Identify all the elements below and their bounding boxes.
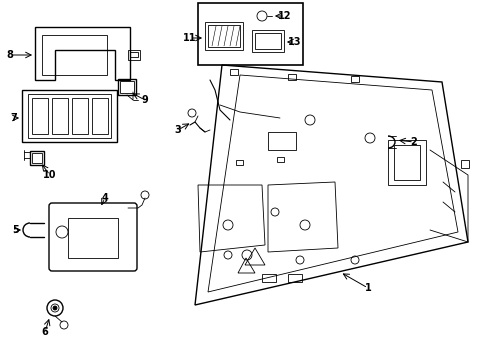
Bar	[120, 81, 134, 93]
Circle shape	[53, 306, 57, 310]
Bar	[22, 90, 117, 142]
Bar	[32, 153, 42, 163]
Bar	[207, 25, 240, 47]
Bar	[276, 157, 284, 162]
Bar	[287, 274, 302, 282]
Bar	[287, 74, 295, 80]
Text: 11: 11	[183, 33, 196, 43]
Bar	[254, 33, 281, 49]
Bar	[118, 79, 136, 95]
Bar	[267, 132, 295, 150]
Bar	[204, 22, 243, 50]
Bar	[72, 98, 88, 134]
Bar	[387, 140, 425, 185]
Text: 6: 6	[41, 327, 48, 337]
Text: 1: 1	[364, 283, 370, 293]
Bar	[130, 52, 138, 57]
Bar	[460, 160, 468, 168]
Bar	[251, 30, 284, 52]
Bar	[229, 69, 238, 75]
Bar	[92, 98, 108, 134]
Bar	[262, 274, 275, 282]
Bar	[350, 76, 358, 82]
Text: 10: 10	[43, 170, 57, 180]
Bar	[32, 98, 48, 134]
Bar	[52, 98, 68, 134]
Bar	[128, 50, 140, 60]
Text: 3: 3	[174, 125, 181, 135]
Text: 12: 12	[278, 11, 291, 21]
Text: 9: 9	[142, 95, 148, 105]
Text: 5: 5	[13, 225, 20, 235]
Bar	[236, 160, 243, 165]
Text: 2: 2	[410, 137, 417, 147]
Text: 13: 13	[287, 37, 301, 47]
Bar	[198, 3, 303, 65]
Bar	[30, 151, 44, 165]
Text: 7: 7	[11, 113, 18, 123]
Bar	[42, 35, 107, 75]
Text: 8: 8	[6, 50, 13, 60]
Bar	[393, 145, 419, 180]
Bar	[68, 218, 118, 258]
Text: 4: 4	[102, 193, 108, 203]
Bar	[28, 94, 111, 138]
